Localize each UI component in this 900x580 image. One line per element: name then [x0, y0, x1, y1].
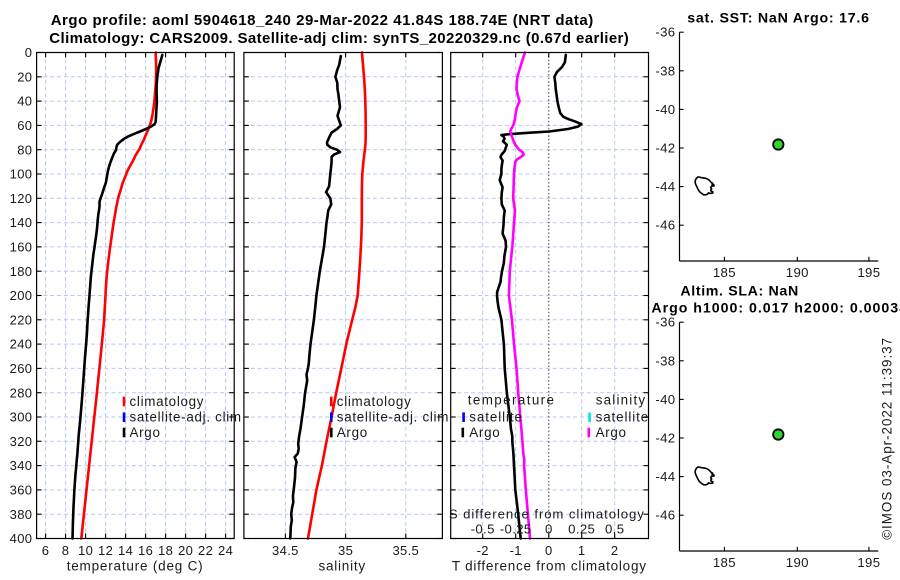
svg-text:60: 60	[17, 118, 32, 133]
svg-text:2: 2	[611, 543, 619, 558]
svg-text:220: 220	[10, 312, 33, 327]
svg-text:34.5: 34.5	[272, 543, 299, 558]
svg-text:-0.25: -0.25	[500, 522, 532, 537]
svg-text:T difference from climatology: T difference from climatology	[452, 559, 647, 574]
svg-text:22: 22	[198, 543, 213, 558]
svg-text:280: 280	[10, 385, 33, 400]
svg-text:-2: -2	[477, 543, 489, 558]
svg-text:185: 185	[713, 555, 736, 570]
svg-text:0.25: 0.25	[568, 522, 595, 537]
svg-text:-46: -46	[655, 218, 675, 233]
svg-text:320: 320	[10, 434, 33, 449]
svg-text:S difference from climatology: S difference from climatology	[449, 506, 645, 521]
svg-text:-40: -40	[655, 392, 675, 407]
svg-text:satellite: satellite	[469, 410, 523, 425]
svg-text:260: 260	[10, 361, 33, 376]
svg-text:40: 40	[17, 94, 32, 109]
svg-text:Argo: Argo	[130, 425, 161, 440]
svg-text:24: 24	[218, 543, 233, 558]
svg-text:Altim. SLA: NaN: Altim. SLA: NaN	[680, 284, 799, 300]
svg-text:120: 120	[10, 191, 33, 206]
svg-text:satellite: satellite	[596, 410, 650, 425]
svg-text:35.5: 35.5	[392, 543, 419, 558]
svg-text:35: 35	[338, 543, 353, 558]
svg-text:©IMOS 03-Apr-2022 11:39:37: ©IMOS 03-Apr-2022 11:39:37	[880, 337, 895, 540]
svg-text:-40: -40	[655, 102, 675, 117]
svg-text:-36: -36	[655, 315, 675, 330]
svg-text:Climatology: CARS2009. Satelli: Climatology: CARS2009. Satellite-adj cli…	[49, 30, 629, 47]
svg-text:salinity: salinity	[596, 392, 647, 407]
svg-text:-44: -44	[655, 179, 675, 194]
svg-text:200: 200	[10, 288, 33, 303]
svg-text:-38: -38	[655, 63, 675, 78]
svg-text:12: 12	[98, 543, 113, 558]
svg-text:360: 360	[10, 483, 33, 498]
svg-text:160: 160	[10, 240, 33, 255]
svg-text:Argo h1000: 0.017 h2000: 0.000: Argo h1000: 0.017 h2000: 0.00038	[651, 300, 900, 316]
svg-text:-1: -1	[510, 543, 522, 558]
svg-text:80: 80	[17, 142, 32, 157]
svg-text:0: 0	[25, 45, 33, 60]
svg-text:20: 20	[17, 69, 32, 84]
svg-text:14: 14	[118, 543, 133, 558]
svg-text:180: 180	[10, 264, 33, 279]
svg-text:sat. SST: NaN Argo: 17.6: sat. SST: NaN Argo: 17.6	[687, 10, 870, 26]
svg-text:0: 0	[545, 522, 553, 537]
svg-text:185: 185	[713, 265, 736, 280]
svg-text:190: 190	[786, 265, 809, 280]
svg-text:-38: -38	[655, 353, 675, 368]
svg-text:satellite-adj. clim: satellite-adj. clim	[130, 410, 242, 425]
svg-text:10: 10	[78, 543, 93, 558]
svg-text:-36: -36	[655, 25, 675, 40]
svg-text:6: 6	[42, 543, 50, 558]
svg-text:climatology: climatology	[130, 394, 205, 409]
svg-text:Argo: Argo	[469, 425, 500, 440]
svg-text:100: 100	[10, 167, 33, 182]
svg-text:195: 195	[857, 265, 880, 280]
svg-text:-0.5: -0.5	[471, 522, 495, 537]
svg-text:340: 340	[10, 458, 33, 473]
svg-text:-42: -42	[655, 431, 675, 446]
svg-text:0.5: 0.5	[605, 522, 624, 537]
svg-text:0: 0	[545, 543, 553, 558]
svg-text:Argo: Argo	[337, 425, 368, 440]
svg-text:140: 140	[10, 215, 33, 230]
svg-text:Argo profile: aoml 5904618_240: Argo profile: aoml 5904618_240 29-Mar-20…	[51, 12, 594, 29]
svg-text:Argo: Argo	[596, 425, 627, 440]
svg-text:8: 8	[62, 543, 70, 558]
svg-text:190: 190	[786, 555, 809, 570]
svg-text:195: 195	[857, 555, 880, 570]
svg-text:380: 380	[10, 507, 33, 522]
svg-text:1: 1	[578, 543, 586, 558]
svg-text:satellite-adj. clim: satellite-adj. clim	[337, 410, 449, 425]
svg-text:400: 400	[10, 531, 33, 546]
svg-text:-44: -44	[655, 469, 675, 484]
svg-text:300: 300	[10, 410, 33, 425]
svg-text:20: 20	[178, 543, 193, 558]
svg-text:salinity: salinity	[318, 559, 365, 574]
svg-text:climatology: climatology	[337, 394, 412, 409]
svg-text:240: 240	[10, 337, 33, 352]
svg-text:18: 18	[158, 543, 173, 558]
svg-text:-42: -42	[655, 141, 675, 156]
svg-text:temperature: temperature	[468, 392, 556, 407]
svg-text:16: 16	[138, 543, 153, 558]
svg-text:-46: -46	[655, 508, 675, 523]
svg-text:temperature (deg C): temperature (deg C)	[67, 559, 204, 574]
